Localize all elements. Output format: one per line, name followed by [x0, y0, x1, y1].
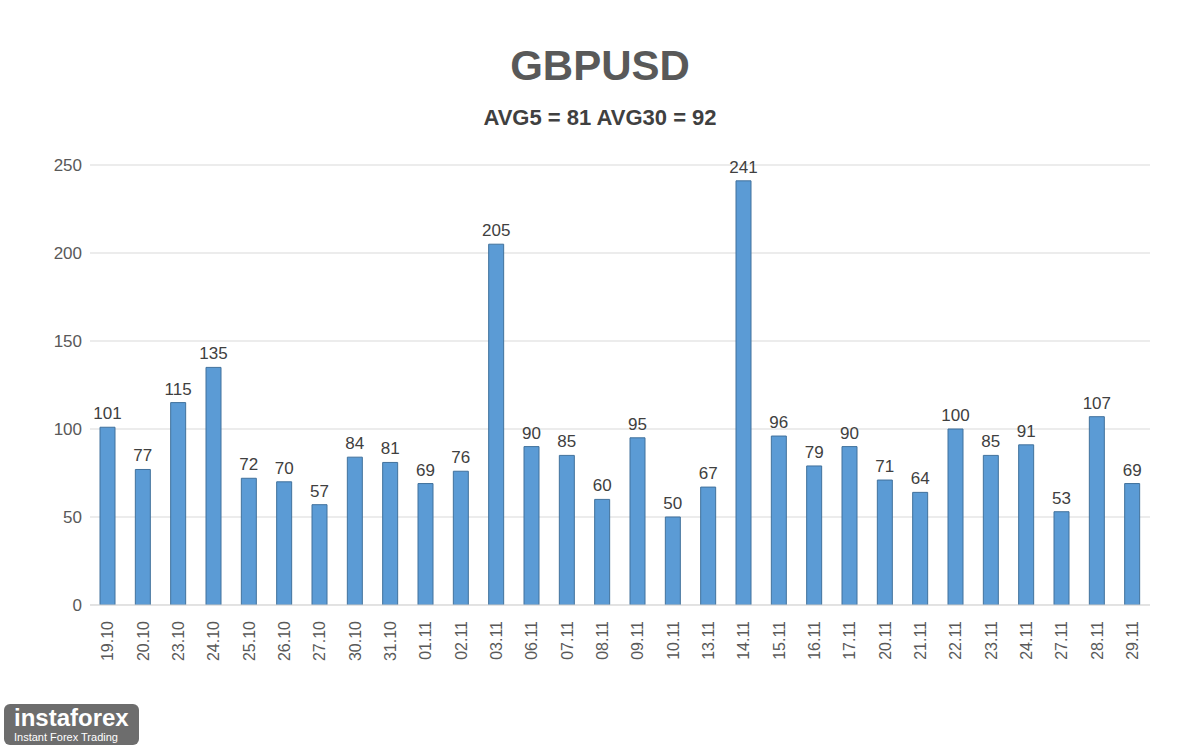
svg-text:100: 100 — [54, 420, 82, 439]
svg-text:21.11: 21.11 — [912, 621, 929, 660]
svg-text:77: 77 — [133, 446, 152, 465]
svg-text:22.11: 22.11 — [947, 621, 964, 660]
svg-text:69: 69 — [1123, 461, 1142, 480]
svg-text:53: 53 — [1052, 489, 1071, 508]
svg-text:200: 200 — [54, 244, 82, 263]
svg-text:20.10: 20.10 — [135, 621, 152, 661]
svg-text:23.10: 23.10 — [170, 621, 187, 661]
svg-text:64: 64 — [911, 469, 930, 488]
svg-text:81: 81 — [381, 439, 400, 458]
svg-text:107: 107 — [1083, 394, 1111, 413]
svg-text:67: 67 — [699, 464, 718, 483]
svg-text:72: 72 — [239, 455, 258, 474]
svg-text:27.10: 27.10 — [311, 621, 328, 661]
svg-text:29.11: 29.11 — [1124, 621, 1141, 660]
svg-text:24.11: 24.11 — [1018, 621, 1035, 660]
svg-text:28.11: 28.11 — [1089, 621, 1106, 660]
svg-text:13.11: 13.11 — [700, 621, 717, 660]
svg-text:71: 71 — [875, 457, 894, 476]
svg-text:135: 135 — [199, 344, 227, 363]
svg-text:85: 85 — [981, 432, 1000, 451]
svg-text:101: 101 — [93, 404, 121, 423]
svg-text:79: 79 — [805, 443, 824, 462]
svg-text:90: 90 — [840, 424, 859, 443]
svg-text:0: 0 — [73, 596, 82, 615]
svg-text:17.11: 17.11 — [841, 621, 858, 660]
svg-text:60: 60 — [593, 476, 612, 495]
svg-text:70: 70 — [275, 459, 294, 478]
svg-text:100: 100 — [941, 406, 969, 425]
svg-text:150: 150 — [54, 332, 82, 351]
html-text:Instant Forex Trading: Instant Forex Trading — [14, 731, 118, 743]
html-text:GBPUSD: GBPUSD — [510, 42, 690, 89]
svg-text:30.10: 30.10 — [347, 621, 364, 661]
svg-text:10.11: 10.11 — [665, 621, 682, 660]
svg-text:23.11: 23.11 — [983, 621, 1000, 660]
svg-text:91: 91 — [1017, 422, 1036, 441]
svg-text:14.11: 14.11 — [735, 621, 752, 660]
svg-text:50: 50 — [663, 494, 682, 513]
svg-text:250: 250 — [54, 156, 82, 175]
svg-text:85: 85 — [557, 432, 576, 451]
svg-text:90: 90 — [522, 424, 541, 443]
svg-text:96: 96 — [769, 413, 788, 432]
svg-text:241: 241 — [729, 158, 757, 177]
svg-text:205: 205 — [482, 221, 510, 240]
svg-text:57: 57 — [310, 482, 329, 501]
svg-text:26.10: 26.10 — [276, 621, 293, 661]
svg-text:84: 84 — [345, 434, 364, 453]
svg-text:19.10: 19.10 — [99, 621, 116, 661]
html-text:instaforex: instaforex — [14, 704, 129, 731]
svg-text:115: 115 — [165, 380, 192, 399]
svg-text:02.11: 02.11 — [453, 621, 470, 660]
svg-text:20.11: 20.11 — [877, 621, 894, 660]
svg-text:07.11: 07.11 — [559, 621, 576, 660]
html-text:AVG5 = 81 AVG30 = 92: AVG5 = 81 AVG30 = 92 — [483, 105, 717, 130]
svg-text:03.11: 03.11 — [488, 621, 505, 660]
svg-text:16.11: 16.11 — [806, 621, 823, 660]
svg-text:27.11: 27.11 — [1053, 621, 1070, 660]
svg-text:69: 69 — [416, 461, 435, 480]
svg-text:09.11: 09.11 — [629, 621, 646, 660]
svg-text:24.10: 24.10 — [205, 621, 222, 661]
svg-text:08.11: 08.11 — [594, 621, 611, 660]
svg-text:95: 95 — [628, 415, 647, 434]
svg-text:50: 50 — [63, 508, 82, 527]
svg-text:15.11: 15.11 — [771, 621, 788, 660]
svg-text:06.11: 06.11 — [523, 621, 540, 660]
svg-text:25.10: 25.10 — [241, 621, 258, 661]
svg-text:31.10: 31.10 — [382, 621, 399, 661]
svg-text:76: 76 — [451, 448, 470, 467]
svg-text:01.11: 01.11 — [417, 621, 434, 660]
